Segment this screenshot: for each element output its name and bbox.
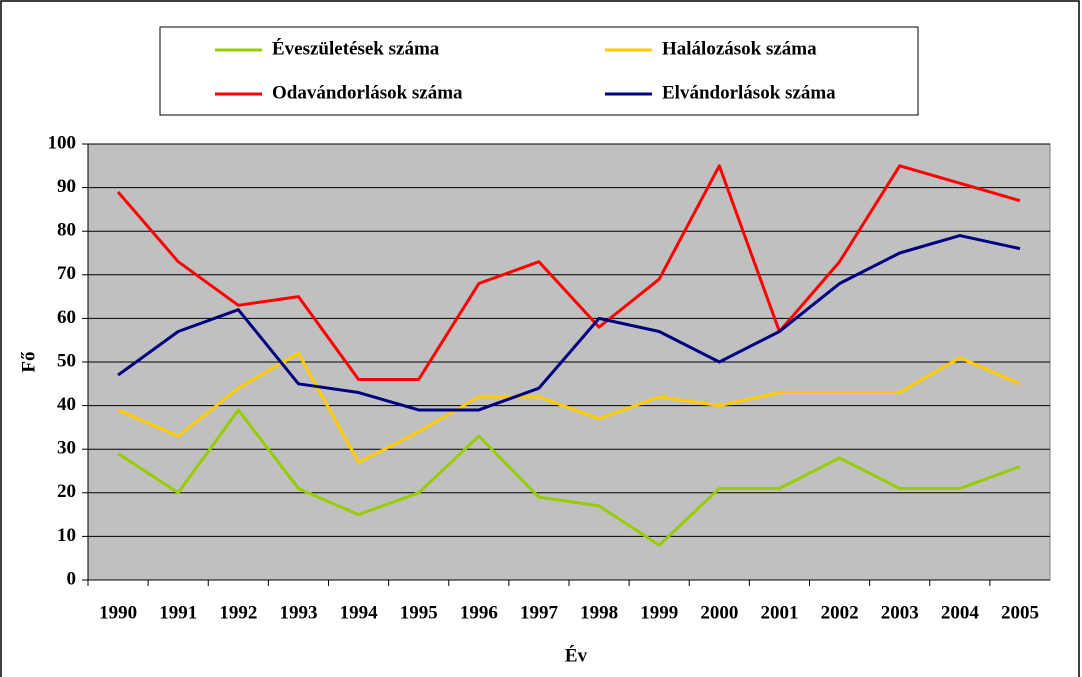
legend-label: Éveszületések száma [272,37,440,59]
y-tick-label: 30 [57,438,76,459]
x-tick-label: 2004 [941,602,980,623]
legend-label: Halálozások száma [662,38,817,59]
y-tick-label: 20 [57,481,76,502]
series-line [117,234,1021,412]
y-tick-label: 40 [57,394,76,415]
x-tick-label: 1995 [400,602,438,623]
series-line [117,408,1021,547]
y-tick-label: 90 [57,176,76,197]
series-line [117,351,1021,464]
x-tick-label: 1996 [460,602,498,623]
x-tick-label: 1997 [520,602,559,623]
series-line [116,164,1021,381]
x-tick-label: 2002 [821,602,859,623]
x-tick-label: 1991 [159,602,197,623]
x-tick-label: 1998 [580,602,618,623]
x-tick-label: 1992 [219,602,257,623]
x-tick-label: 2003 [881,602,919,623]
y-tick-label: 60 [57,307,76,328]
y-tick-label: 70 [57,263,76,284]
x-axis-label: Év [565,644,588,666]
x-tick-label: 1993 [279,602,317,623]
y-tick-label: 10 [57,525,76,546]
x-tick-label: 1990 [99,602,137,623]
x-tick-label: 1994 [340,602,379,623]
x-tick-label: 2001 [760,602,798,623]
x-tick-label: 2000 [700,602,738,623]
x-tick-label: 1999 [640,602,678,623]
y-tick-label: 0 [67,568,77,589]
y-tick-label: 100 [48,132,77,153]
y-tick-label: 80 [57,220,76,241]
legend-label: Odavándorlások száma [272,82,463,103]
legend-label: Elvándorlások száma [662,82,836,103]
legend [159,26,919,116]
y-tick-label: 50 [57,350,76,371]
x-tick-label: 2005 [1001,602,1039,623]
y-axis-label: Fő [18,351,39,372]
